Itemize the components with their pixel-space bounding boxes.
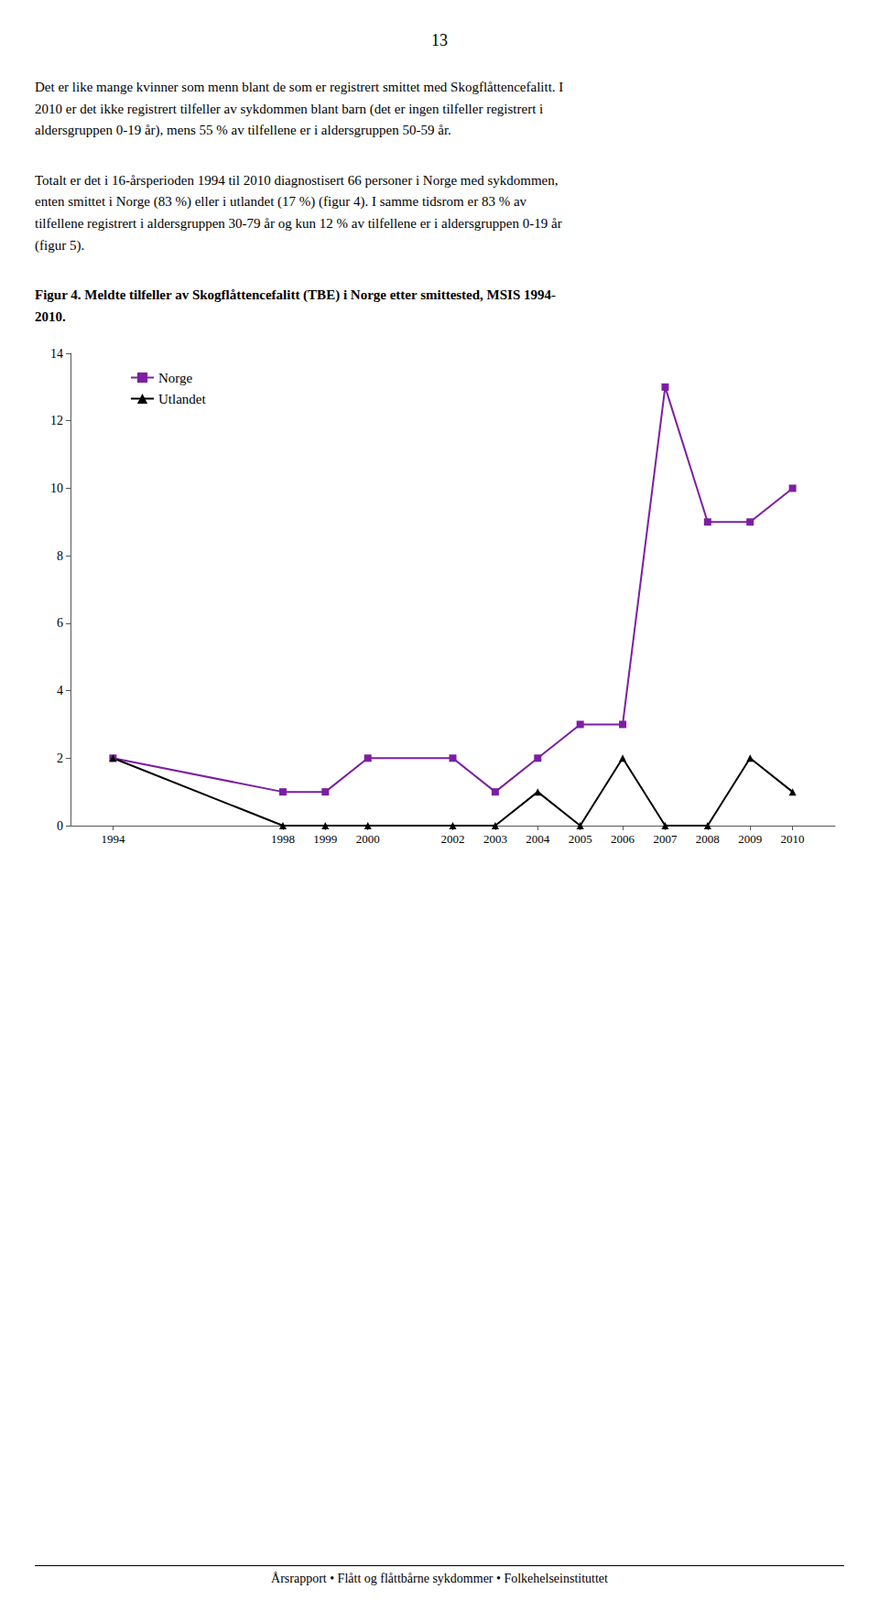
- svg-text:2003: 2003: [483, 832, 508, 847]
- html-text:13: 13: [431, 31, 448, 50]
- svg-text:1994: 1994: [100, 832, 126, 847]
- html-text:Det er like mange kvinner som: Det er like mange kvinner som menn blant…: [34, 79, 564, 95]
- svg-text:6: 6: [56, 617, 64, 631]
- html-text:aldersgruppen 0-19 år), mens 5: aldersgruppen 0-19 år), mens 55 % av til…: [34, 122, 452, 138]
- svg-text:2002: 2002: [441, 832, 466, 847]
- svg-text:Norge: Norge: [158, 370, 194, 386]
- svg-text:2007: 2007: [652, 832, 678, 847]
- svg-text:2009: 2009: [737, 832, 762, 847]
- svg-text:2005: 2005: [568, 832, 593, 847]
- svg-text:8: 8: [56, 549, 64, 564]
- svg-text:14: 14: [50, 347, 64, 361]
- html-text:tilfellene registrert i alders: tilfellene registrert i aldersgruppen 30…: [34, 216, 562, 231]
- svg-text:2008: 2008: [695, 832, 720, 847]
- svg-text:4: 4: [56, 683, 64, 698]
- html-text:Årsrapport • Flått og flåttbår: Årsrapport • Flått og flåttbårne sykdomm…: [271, 1572, 608, 1586]
- svg-text:1998: 1998: [271, 832, 295, 847]
- html-text:Figur 4. Meldte tilfeller av S: Figur 4. Meldte tilfeller av Skogflåtten…: [34, 287, 556, 324]
- svg-text:2000: 2000: [356, 832, 380, 847]
- svg-text:0: 0: [56, 819, 64, 834]
- svg-text:Utlandet: Utlandet: [158, 391, 207, 407]
- html-text:2010 er det ikke registrert ti: 2010 er det ikke registrert tilfeller av…: [34, 101, 544, 116]
- svg-text:2004: 2004: [525, 832, 551, 847]
- svg-text:2: 2: [56, 751, 64, 766]
- html-text:(figur 5).: (figur 5).: [34, 237, 85, 253]
- svg-text:10: 10: [50, 481, 64, 496]
- html-text:Totalt er det i 16-årsperioden: Totalt er det i 16-årsperioden 1994 til …: [34, 172, 559, 188]
- html-text:enten smittet i Norge (83 %) e: enten smittet i Norge (83 %) eller i utl…: [34, 194, 527, 210]
- svg-text:1999: 1999: [313, 832, 337, 847]
- svg-text:2006: 2006: [610, 832, 636, 847]
- svg-text:12: 12: [50, 414, 64, 429]
- svg-text:2010: 2010: [781, 832, 805, 847]
